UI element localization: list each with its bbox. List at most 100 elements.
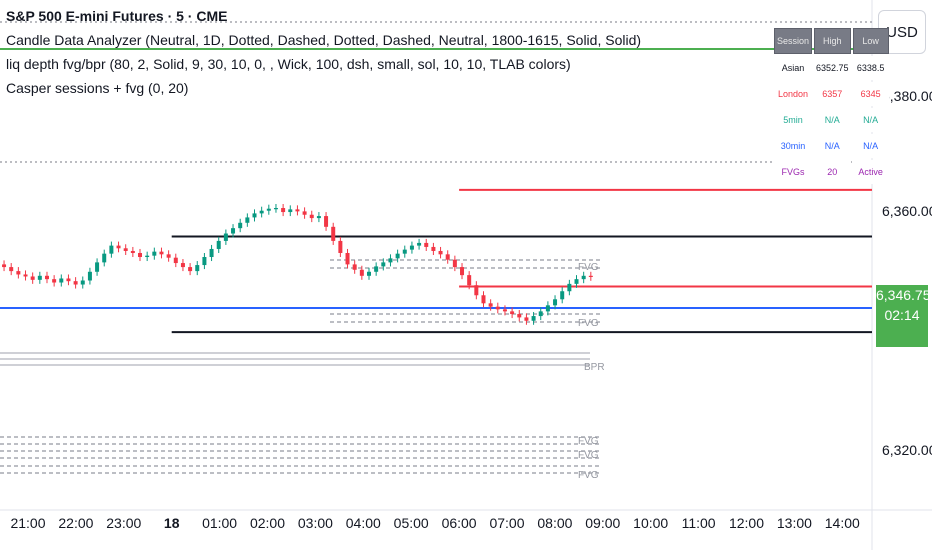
zone-label: FVG xyxy=(578,436,599,447)
candle-body xyxy=(16,271,21,275)
time-axis-label: 14:00 xyxy=(825,515,860,531)
candle-body xyxy=(424,242,429,247)
candle-body xyxy=(524,317,529,321)
candle-body xyxy=(359,269,364,276)
session-cell: 6338.5 xyxy=(852,56,889,80)
zone-label: FVG xyxy=(578,318,599,329)
candle-body xyxy=(202,257,207,266)
candle-body xyxy=(188,267,193,272)
candle-body xyxy=(37,275,42,280)
time-axis-label: 22:00 xyxy=(58,515,93,531)
candle-body xyxy=(316,216,321,219)
candle-body xyxy=(173,257,178,264)
time-axis-label: 01:00 xyxy=(202,515,237,531)
candle-body xyxy=(581,275,586,280)
candle-body xyxy=(502,309,507,312)
current-price-label: 6,346.75 02:14 xyxy=(876,285,931,347)
time-axis-label: 05:00 xyxy=(394,515,429,531)
candle-body xyxy=(467,275,472,286)
session-cell: 20 xyxy=(814,160,851,184)
session-cell: N/A xyxy=(814,108,851,132)
indicator-candle-data-analyzer[interactable]: Candle Data Analyzer (Neutral, 1D, Dotte… xyxy=(6,32,642,48)
indicator-liq-depth[interactable]: liq depth fvg/bpr (80, 2, Solid, 9, 30, … xyxy=(6,56,571,72)
candle-body xyxy=(138,252,143,258)
candle-body xyxy=(488,303,493,307)
time-axis-label: 21:00 xyxy=(10,515,45,531)
candle-body xyxy=(553,299,558,306)
session-row: 30min N/A N/A xyxy=(774,134,889,158)
zone-label: BPR xyxy=(584,362,605,373)
candle-body xyxy=(95,262,100,272)
session-row: London 6357 6345 xyxy=(774,82,889,106)
price-axis-label: 6,320.00 xyxy=(882,442,932,458)
candle-body xyxy=(2,264,7,268)
candle-body xyxy=(510,311,515,315)
session-row: 5min N/A N/A xyxy=(774,108,889,132)
candle-body xyxy=(331,226,336,241)
candle-body xyxy=(352,264,357,270)
high-header: High xyxy=(814,28,851,54)
candle-body xyxy=(281,208,286,213)
candle-body xyxy=(52,279,57,283)
zone-label: FVG xyxy=(578,450,599,461)
candle-body xyxy=(381,262,386,267)
session-cell: 6357 xyxy=(814,82,851,106)
session-header: Session xyxy=(774,28,813,54)
time-axis-label: 02:00 xyxy=(250,515,285,531)
candle-body xyxy=(180,263,185,268)
candle-body xyxy=(388,258,393,263)
session-cell: London xyxy=(774,82,813,106)
candle-body xyxy=(324,216,329,227)
candle-body xyxy=(102,253,107,263)
time-axis-label: 11:00 xyxy=(682,515,716,531)
candle-body xyxy=(366,271,371,276)
candle-body xyxy=(295,209,300,212)
candle-body xyxy=(273,208,278,210)
candle-body xyxy=(216,240,221,249)
candle-body xyxy=(223,233,228,241)
candle-body xyxy=(409,245,414,250)
time-axis-label: 10:00 xyxy=(633,515,668,531)
candle-body xyxy=(66,278,71,282)
candle-body xyxy=(560,291,565,300)
candle-body xyxy=(495,306,500,310)
session-cell: Active xyxy=(852,160,889,184)
candle-body xyxy=(266,208,271,211)
session-cell: 6345 xyxy=(852,82,889,106)
time-axis-label: 07:00 xyxy=(489,515,524,531)
session-cell: 5min xyxy=(774,108,813,132)
time-axis-label: 23:00 xyxy=(106,515,141,531)
candle-body xyxy=(9,267,14,272)
candle-body xyxy=(588,275,593,278)
time-axis-label: 13:00 xyxy=(777,515,812,531)
candle-body xyxy=(152,251,157,256)
candle-body xyxy=(395,253,400,259)
time-axis-label: 12:00 xyxy=(729,515,764,531)
candle-body xyxy=(402,249,407,254)
low-header: Low xyxy=(852,28,889,54)
session-cell: 30min xyxy=(774,134,813,158)
candle-body xyxy=(345,252,350,265)
candle-body xyxy=(30,276,35,280)
candle-body xyxy=(481,295,486,304)
candle-body xyxy=(374,266,379,272)
candle-body xyxy=(517,314,522,318)
session-row: FVGs 20 Active xyxy=(774,160,889,184)
session-cell: 6352.75 xyxy=(814,56,851,80)
candle-body xyxy=(159,251,164,255)
indicator-casper-sessions[interactable]: Casper sessions + fvg (0, 20) xyxy=(6,80,189,96)
candle-body xyxy=(145,255,150,258)
time-axis-label: 09:00 xyxy=(585,515,620,531)
time-axis-label: 18 xyxy=(164,515,180,531)
session-table: Session High Low Asian 6352.75 6338.5 Londo… xyxy=(772,26,891,186)
candle-body xyxy=(567,283,572,292)
candle-body xyxy=(73,281,78,285)
symbol-title[interactable]: S&P 500 E-mini Futures · 5 · CME xyxy=(6,8,228,24)
candle-body xyxy=(23,274,28,277)
candle-body xyxy=(417,242,422,246)
candle-body xyxy=(460,267,465,276)
candle-body xyxy=(538,311,543,317)
session-row: Asian 6352.75 6338.5 xyxy=(774,56,889,80)
candle-body xyxy=(87,271,92,281)
